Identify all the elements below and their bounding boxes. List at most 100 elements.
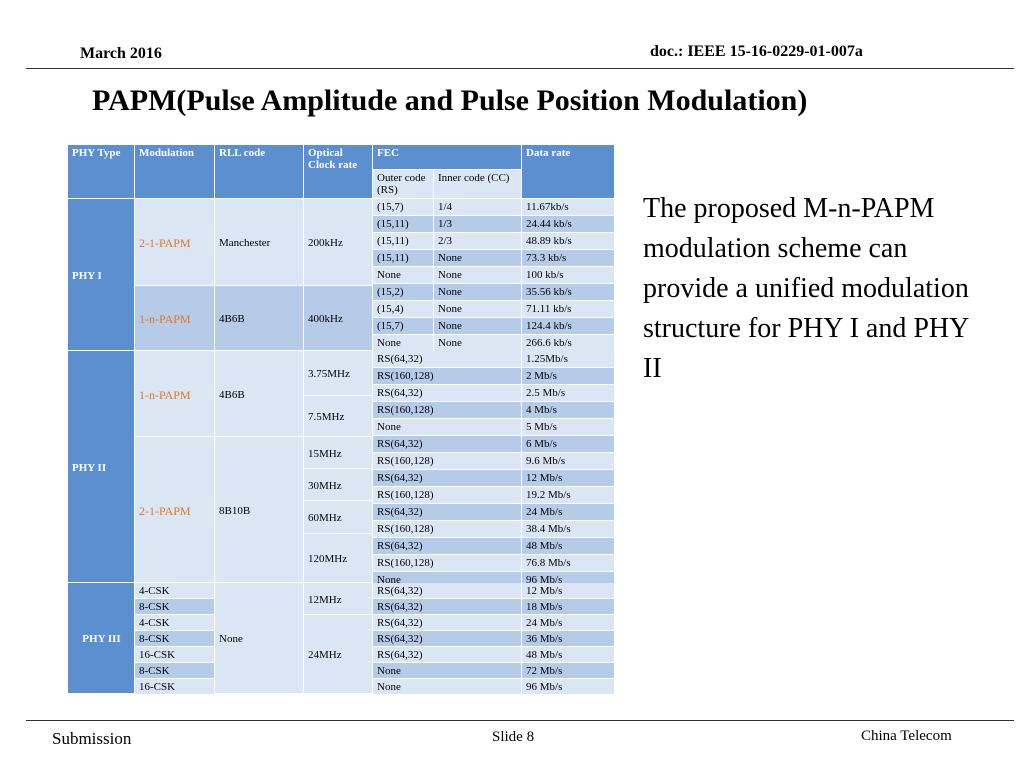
fec-outer-cell: (15,11) <box>373 216 433 232</box>
data-rate-cell: 100 kb/s <box>522 267 614 283</box>
header-date: March 2016 <box>80 45 162 62</box>
description-text: The proposed M-n-PAPM modulation scheme … <box>643 193 969 384</box>
phy-1-label: PHY I <box>68 199 134 350</box>
fec-cell: RS(64,32) <box>373 538 521 554</box>
rll-manchester: Manchester <box>215 199 303 285</box>
data-rate-cell: 24.44 kb/s <box>522 216 614 232</box>
rll-4b6b-phy1: 4B6B <box>215 286 303 350</box>
modulation-1-n-papm-phy1: 1-n-PAPM <box>135 286 214 350</box>
data-rate-cell: 72 Mb/s <box>522 663 614 678</box>
fec-cell: RS(64,32) <box>373 647 521 662</box>
header-rule <box>26 68 1014 69</box>
th-inner-code: Inner code (CC) <box>434 170 521 198</box>
footer-company: China Telecom <box>861 728 952 744</box>
data-rate-cell: 1.25Mb/s <box>522 351 614 367</box>
fec-cell: RS(64,32) <box>373 615 521 630</box>
fec-inner-cell: None <box>434 250 521 266</box>
data-rate-cell: 48.89 kb/s <box>522 233 614 249</box>
modulation-csk-cell: 8-CSK <box>135 663 214 678</box>
modulation-2-1-papm-phy1: 2-1-PAPM <box>135 199 214 285</box>
slide-title: PAPM(Pulse Amplitude and Pulse Position … <box>92 84 808 117</box>
footer-rule <box>26 720 1014 721</box>
data-rate-cell: 96 Mb/s <box>522 679 614 694</box>
fec-outer-cell: None <box>373 335 433 351</box>
clock-30mhz: 30MHz <box>304 469 372 500</box>
fec-inner-cell: None <box>434 284 521 300</box>
clock-15mhz: 15MHz <box>304 437 372 468</box>
data-rate-cell: 5 Mb/s <box>522 419 614 435</box>
modulation-1-n-papm-phy2: 1-n-PAPM <box>135 351 214 436</box>
data-rate-cell: 38.4 Mb/s <box>522 521 614 537</box>
fec-cell: RS(64,32) <box>373 470 521 486</box>
fec-cell: RS(64,32) <box>373 436 521 452</box>
data-rate-cell: 4 Mb/s <box>522 402 614 418</box>
th-phy-type: PHY Type <box>68 145 134 198</box>
fec-cell: RS(64,32) <box>373 631 521 646</box>
fec-cell: None <box>373 679 521 694</box>
fec-inner-cell: None <box>434 301 521 317</box>
data-rate-cell: 2 Mb/s <box>522 368 614 384</box>
fec-inner-cell: None <box>434 335 521 351</box>
fec-inner-cell: None <box>434 267 521 283</box>
data-rate-cell: 35.56 kb/s <box>522 284 614 300</box>
data-rate-cell: 2.5 Mb/s <box>522 385 614 401</box>
modulation-csk-cell: 16-CSK <box>135 679 214 694</box>
data-rate-cell: 12 Mb/s <box>522 470 614 486</box>
data-rate-cell: 36 Mb/s <box>522 631 614 646</box>
fec-outer-cell: (15,7) <box>373 318 433 334</box>
clock-7-5mhz: 7.5MHz <box>304 396 372 436</box>
data-rate-cell: 11.67kb/s <box>522 199 614 215</box>
data-rate-cell: 76.8 Mb/s <box>522 555 614 571</box>
modulation-csk-cell: 8-CSK <box>135 631 214 646</box>
fec-cell: RS(160,128) <box>373 402 521 418</box>
th-data-rate: Data rate <box>522 145 614 198</box>
modulation-2-1-papm-phy2: 2-1-PAPM <box>135 437 214 582</box>
fec-inner-cell: 2/3 <box>434 233 521 249</box>
phy-modulation-table: PHY Type Modulation RLL code Optical Clo… <box>68 145 614 694</box>
data-rate-cell: 266.6 kb/s <box>522 335 614 351</box>
footer-slide-number: Slide 8 <box>492 729 535 745</box>
data-rate-cell: 48 Mb/s <box>522 647 614 662</box>
th-outer-code: Outer code (RS) <box>373 170 433 198</box>
clock-12mhz: 12MHz <box>304 583 372 614</box>
data-rate-cell: 24 Mb/s <box>522 615 614 630</box>
fec-cell: None <box>373 663 521 678</box>
fec-cell: RS(64,32) <box>373 351 521 367</box>
rll-8b10b: 8B10B <box>215 437 303 582</box>
data-rate-cell: 19.2 Mb/s <box>522 487 614 503</box>
fec-cell: RS(64,32) <box>373 504 521 520</box>
modulation-csk-cell: 4-CSK <box>135 615 214 630</box>
data-rate-cell: 12 Mb/s <box>522 583 614 598</box>
data-rate-cell: 24 Mb/s <box>522 504 614 520</box>
footer-submission: Submission <box>52 729 132 748</box>
data-rate-cell: 71.11 kb/s <box>522 301 614 317</box>
th-modulation: Modulation <box>135 145 214 198</box>
fec-cell: RS(64,32) <box>373 385 521 401</box>
fec-cell: RS(160,128) <box>373 521 521 537</box>
data-rate-cell: 9.6 Mb/s <box>522 453 614 469</box>
fec-outer-cell: (15,4) <box>373 301 433 317</box>
modulation-csk-cell: 4-CSK <box>135 583 214 598</box>
clock-400khz: 400kHz <box>304 286 372 350</box>
data-rate-cell: 18 Mb/s <box>522 599 614 614</box>
fec-cell: RS(160,128) <box>373 368 521 384</box>
clock-24mhz: 24MHz <box>304 615 372 693</box>
modulation-csk-cell: 8-CSK <box>135 599 214 614</box>
fec-cell: RS(64,32) <box>373 599 521 614</box>
phy-3-label: PHY III <box>68 583 134 693</box>
data-rate-cell: 48 Mb/s <box>522 538 614 554</box>
th-fec: FEC <box>373 145 521 169</box>
th-clock-rate: Optical Clock rate <box>304 145 372 198</box>
fec-outer-cell: (15,7) <box>373 199 433 215</box>
header-doc-id: doc.: IEEE 15-16-0229-01-007a <box>650 43 863 60</box>
clock-120mhz: 120MHz <box>304 534 372 582</box>
fec-cell: RS(160,128) <box>373 555 521 571</box>
clock-200khz: 200kHz <box>304 199 372 285</box>
data-rate-cell: 124.4 kb/s <box>522 318 614 334</box>
rll-4b6b-phy2: 4B6B <box>215 351 303 436</box>
clock-60mhz: 60MHz <box>304 501 372 533</box>
fec-inner-cell: 1/4 <box>434 199 521 215</box>
data-rate-cell: 6 Mb/s <box>522 436 614 452</box>
fec-inner-cell: 1/3 <box>434 216 521 232</box>
fec-outer-cell: None <box>373 267 433 283</box>
